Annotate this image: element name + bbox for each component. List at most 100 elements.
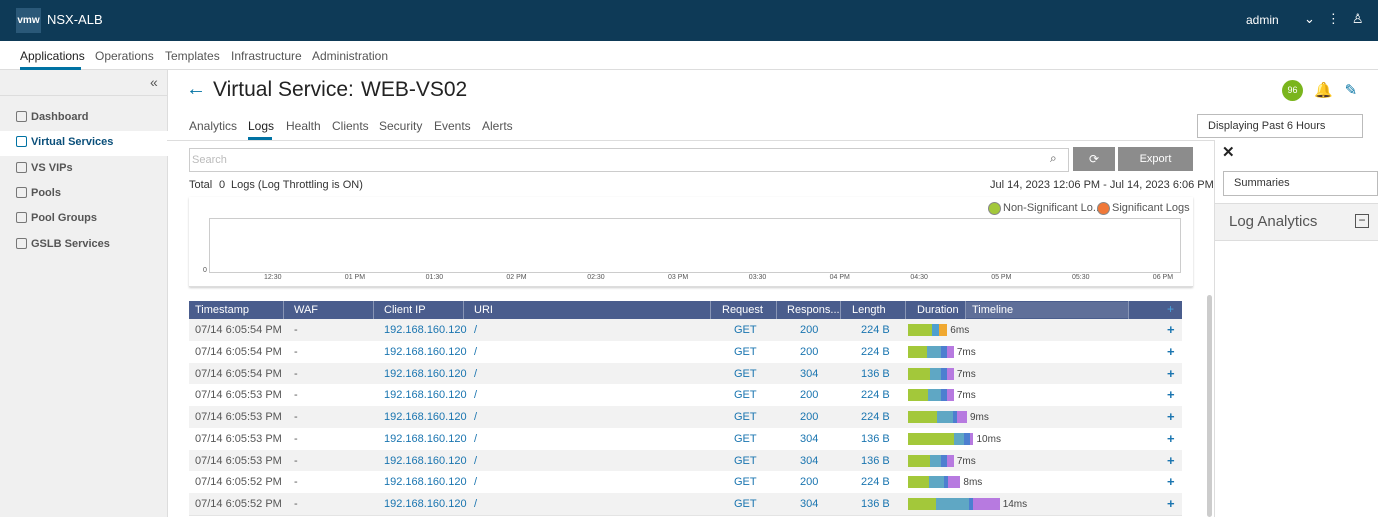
response[interactable]: 200 [800, 324, 819, 336]
request[interactable]: GET [734, 411, 757, 423]
expand-row[interactable]: + [1167, 387, 1175, 403]
uri[interactable]: / [474, 324, 478, 336]
length[interactable]: 224 B [861, 324, 890, 336]
response[interactable]: 304 [800, 454, 819, 467]
uri[interactable]: / [474, 389, 478, 402]
response[interactable]: 304 [800, 432, 819, 445]
export-button[interactable]: Export [1118, 147, 1193, 171]
request[interactable]: GET [734, 324, 757, 336]
page-tab[interactable]: Alerts [482, 119, 513, 133]
expand-row[interactable]: + [1167, 409, 1175, 424]
expand-row[interactable]: + [1167, 496, 1175, 511]
column-header[interactable]: Timeline [972, 304, 1014, 316]
length[interactable]: 224 B [861, 345, 890, 358]
client-ip[interactable]: 192.168.160.120 [384, 498, 467, 510]
length[interactable]: 136 B [861, 454, 890, 467]
uri[interactable]: / [474, 476, 478, 489]
nav-tab[interactable]: Administration [312, 49, 389, 63]
uri[interactable]: / [474, 498, 478, 510]
page-tab[interactable]: Logs [248, 119, 275, 133]
request[interactable]: GET [734, 476, 757, 489]
column-header[interactable]: WAF [294, 304, 319, 316]
response[interactable]: 200 [800, 389, 819, 402]
expand-row[interactable]: + [1167, 343, 1175, 359]
column-divider [905, 301, 906, 319]
client-ip[interactable]: 192.168.160.120 [384, 411, 467, 423]
expand-row[interactable]: + [1167, 474, 1175, 490]
uri[interactable]: / [474, 345, 478, 358]
nav-tab[interactable]: Applications [20, 49, 85, 63]
sidebar-item[interactable]: VS VIPs [31, 161, 73, 174]
waf: - [294, 411, 298, 423]
page-tab[interactable]: Events [434, 119, 471, 133]
close-panel[interactable]: ✕ [1222, 144, 1235, 161]
column-header[interactable]: URI [474, 304, 493, 316]
duration: 7ms [956, 346, 976, 358]
nav-tab[interactable]: Infrastructure [231, 49, 302, 63]
uri[interactable]: / [474, 432, 478, 445]
sidebar-item[interactable]: Pool Groups [31, 212, 97, 225]
column-header[interactable]: Client IP [384, 304, 426, 316]
client-ip[interactable]: 192.168.160.120 [384, 476, 467, 489]
response[interactable]: 200 [800, 345, 819, 358]
summaries-select[interactable]: Summaries [1223, 171, 1378, 196]
response[interactable]: 200 [800, 476, 819, 489]
expand-row[interactable]: + [1167, 452, 1175, 468]
response[interactable]: 304 [800, 498, 819, 510]
length[interactable]: 136 B [861, 367, 890, 380]
request[interactable]: GET [734, 432, 757, 445]
request[interactable]: GET [734, 498, 757, 510]
request[interactable]: GET [734, 389, 757, 402]
uri[interactable]: / [474, 411, 478, 423]
page-tab[interactable]: Clients [332, 119, 369, 133]
client-ip[interactable]: 192.168.160.120 [384, 324, 467, 336]
sidebar-icon [16, 111, 27, 122]
page-tab[interactable]: Security [379, 119, 423, 133]
page-tab[interactable]: Health [286, 119, 321, 133]
time-select[interactable]: Displaying Past 6 Hours [1197, 114, 1363, 138]
length[interactable]: 136 B [861, 432, 890, 445]
sidebar-item[interactable]: GSLB Services [31, 237, 110, 250]
length[interactable]: 224 B [861, 411, 890, 423]
length[interactable]: 136 B [861, 498, 890, 510]
response[interactable]: 304 [800, 367, 819, 380]
client-ip[interactable]: 192.168.160.120 [384, 454, 467, 467]
request[interactable]: GET [734, 345, 757, 358]
sidebar-item[interactable]: Dashboard [31, 111, 89, 123]
request[interactable]: GET [734, 367, 757, 380]
length[interactable]: 224 B [861, 389, 890, 402]
x-axis-label: 03:30 [748, 274, 767, 281]
uri[interactable]: / [474, 367, 478, 380]
client-ip[interactable]: 192.168.160.120 [384, 367, 467, 380]
client-ip[interactable]: 192.168.160.120 [384, 389, 467, 402]
sidebar-item[interactable]: Pools [31, 186, 61, 199]
column-header[interactable]: Respons... [787, 304, 840, 316]
nav-tab[interactable]: Operations [95, 49, 154, 63]
collapse-button[interactable]: − [1355, 214, 1369, 228]
column-header[interactable]: Timestamp [195, 304, 249, 316]
client-ip[interactable]: 192.168.160.120 [384, 345, 467, 358]
sidebar-icon [16, 136, 27, 148]
add-column[interactable]: + [1167, 302, 1175, 316]
uri[interactable]: / [474, 454, 478, 467]
column-header[interactable]: Request [722, 304, 763, 316]
refresh-button[interactable]: ⟳ [1073, 147, 1115, 171]
back-arrow[interactable]: ← [186, 78, 206, 100]
response[interactable]: 200 [800, 411, 819, 423]
expand-row[interactable]: + [1167, 430, 1175, 446]
sidebar-item[interactable]: Virtual Services [31, 136, 114, 149]
expand-row[interactable]: + [1167, 365, 1175, 381]
client-ip[interactable]: 192.168.160.120 [384, 432, 467, 445]
collapse-icon[interactable]: « [150, 74, 158, 90]
duration: 6ms [950, 325, 970, 336]
user-menu[interactable]: admin [1246, 13, 1279, 27]
page-tab[interactable]: Analytics [189, 119, 238, 133]
column-header[interactable]: Length [852, 304, 886, 316]
column-header[interactable]: Duration [917, 304, 959, 316]
nav-tab[interactable]: Templates [165, 49, 220, 63]
legend-label: Significant Logs [1112, 202, 1190, 214]
expand-row[interactable]: + [1167, 322, 1175, 337]
request[interactable]: GET [734, 454, 757, 467]
search-box[interactable]: Search [189, 148, 1069, 172]
length[interactable]: 224 B [861, 476, 890, 489]
